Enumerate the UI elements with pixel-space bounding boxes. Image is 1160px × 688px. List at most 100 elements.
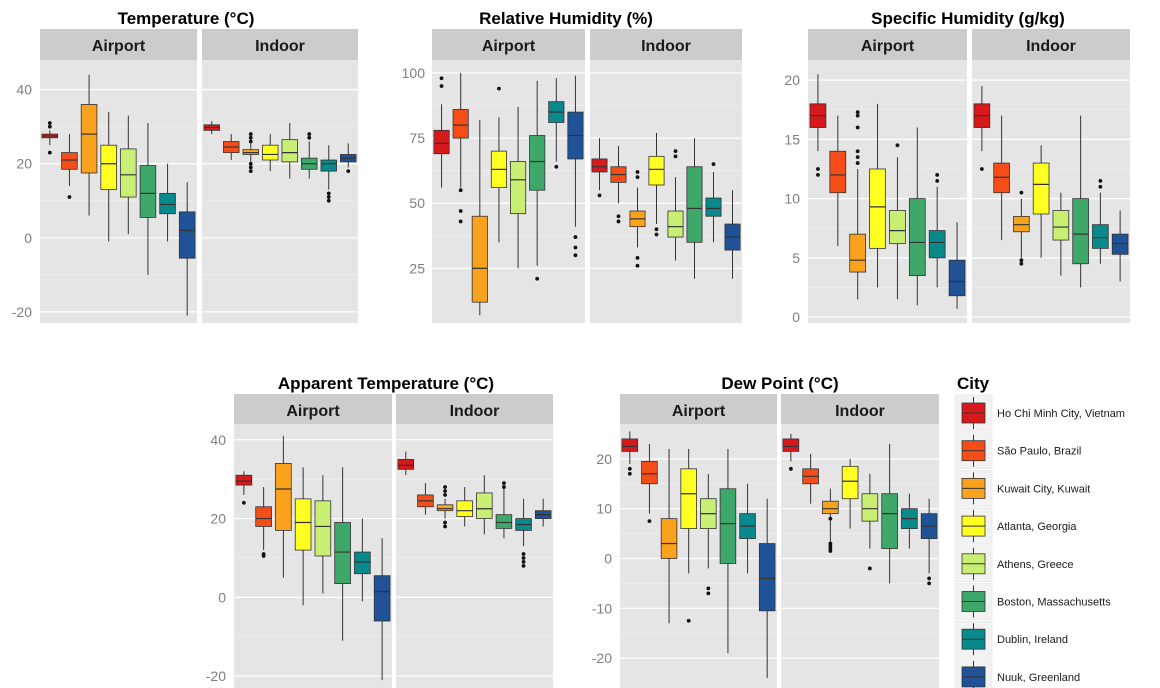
box-outlier: [855, 149, 860, 154]
box-outlier: [616, 219, 621, 224]
box-2: [255, 487, 272, 558]
box-outlier: [1098, 184, 1103, 189]
facet-strip: [590, 29, 742, 60]
box-body: [641, 460, 658, 485]
box-6: [529, 80, 546, 281]
box-6: [881, 443, 898, 584]
facet-airport: Airport: [40, 29, 197, 323]
box-outlier: [439, 76, 444, 81]
panel-background: [432, 60, 585, 323]
box-8: [948, 222, 966, 309]
box-outlier: [521, 552, 526, 556]
box-2: [61, 134, 78, 199]
box-body: [80, 104, 98, 174]
legend-label: Atlanta, Georgia: [997, 521, 1077, 533]
box-body: [471, 215, 488, 303]
facet-strip: [432, 29, 585, 60]
facet-strip: [202, 29, 358, 60]
facet-strip: [808, 29, 967, 60]
box-outlier: [654, 227, 659, 232]
box-8: [567, 75, 584, 258]
box-outlier: [443, 524, 447, 529]
box-4: [456, 487, 473, 527]
box-outlier: [307, 132, 312, 136]
box-outlier: [828, 516, 833, 521]
box-8: [724, 190, 741, 279]
box-4: [294, 467, 312, 606]
box-8: [758, 498, 776, 679]
box-body: [61, 152, 78, 170]
chart-panel-5: Dew Point (°C) -20 -10 0 10 20 Airport Indoor: [592, 374, 939, 688]
box-8: [340, 143, 357, 174]
box-outlier: [935, 173, 940, 177]
box-outlier: [458, 188, 463, 193]
box-1: [591, 138, 608, 198]
box-6: [301, 132, 318, 179]
box-outlier: [47, 121, 52, 125]
y-tick-label: 100: [402, 65, 426, 81]
facet-label: Indoor: [835, 403, 885, 420]
legend-label: Ho Chi Minh City, Vietnam: [997, 408, 1125, 420]
box-5: [314, 475, 332, 594]
box-7: [354, 518, 371, 602]
box-1: [433, 76, 450, 188]
box-body: [822, 500, 839, 515]
box-3: [849, 110, 867, 300]
box-outlier: [458, 219, 463, 224]
box-3: [242, 132, 259, 174]
box-body: [881, 493, 898, 549]
box-outlier: [654, 232, 659, 237]
box-body: [928, 230, 946, 259]
box-outlier: [1019, 258, 1024, 263]
box-body: [159, 192, 176, 215]
box-body: [255, 506, 272, 527]
box-body: [782, 438, 800, 452]
box-outlier: [443, 493, 447, 497]
box-outlier: [326, 191, 331, 196]
box-4: [841, 458, 859, 529]
box-5: [1052, 192, 1070, 276]
box-outlier: [67, 195, 72, 199]
facet-label: Indoor: [641, 38, 691, 55]
box-outlier: [597, 193, 602, 198]
box-1: [973, 86, 991, 171]
box-outlier: [673, 154, 678, 159]
box-2: [802, 453, 819, 504]
panel-background: [40, 60, 197, 323]
y-tick-label: 75: [409, 130, 425, 146]
box-outlier: [788, 466, 793, 471]
facet-strip: [40, 29, 197, 60]
box-6: [495, 481, 513, 539]
box-outlier: [443, 520, 447, 525]
box-body: [178, 211, 196, 259]
box-body: [758, 543, 776, 612]
box-outlier: [439, 84, 444, 88]
box-body: [495, 514, 513, 529]
box-5: [861, 473, 879, 571]
box-outlier: [895, 143, 900, 148]
box-body: [320, 159, 337, 172]
box-outlier: [855, 155, 860, 160]
facet-strip: [234, 394, 392, 424]
box-outlier: [635, 175, 640, 180]
box-outlier: [706, 591, 711, 596]
box-body: [433, 129, 450, 155]
box-7: [320, 145, 337, 203]
box-body: [648, 155, 665, 186]
box-8: [373, 538, 391, 681]
box-body: [436, 504, 454, 512]
chart-panel-1: Temperature (°C) -20 0 20 40 Airport Indoor: [12, 9, 358, 323]
box-2: [417, 483, 434, 515]
box-outlier: [627, 471, 632, 476]
box-5: [120, 115, 137, 235]
legend-label: São Paulo, Brazil: [997, 446, 1081, 458]
legend-label: Dublin, Ireland: [997, 634, 1068, 646]
box-outlier: [521, 560, 526, 564]
box-3: [436, 485, 454, 529]
box-body: [100, 144, 117, 191]
box-body: [510, 161, 527, 215]
box-5: [476, 475, 493, 535]
y-tick-label: 25: [409, 260, 425, 276]
box-body: [849, 233, 867, 273]
